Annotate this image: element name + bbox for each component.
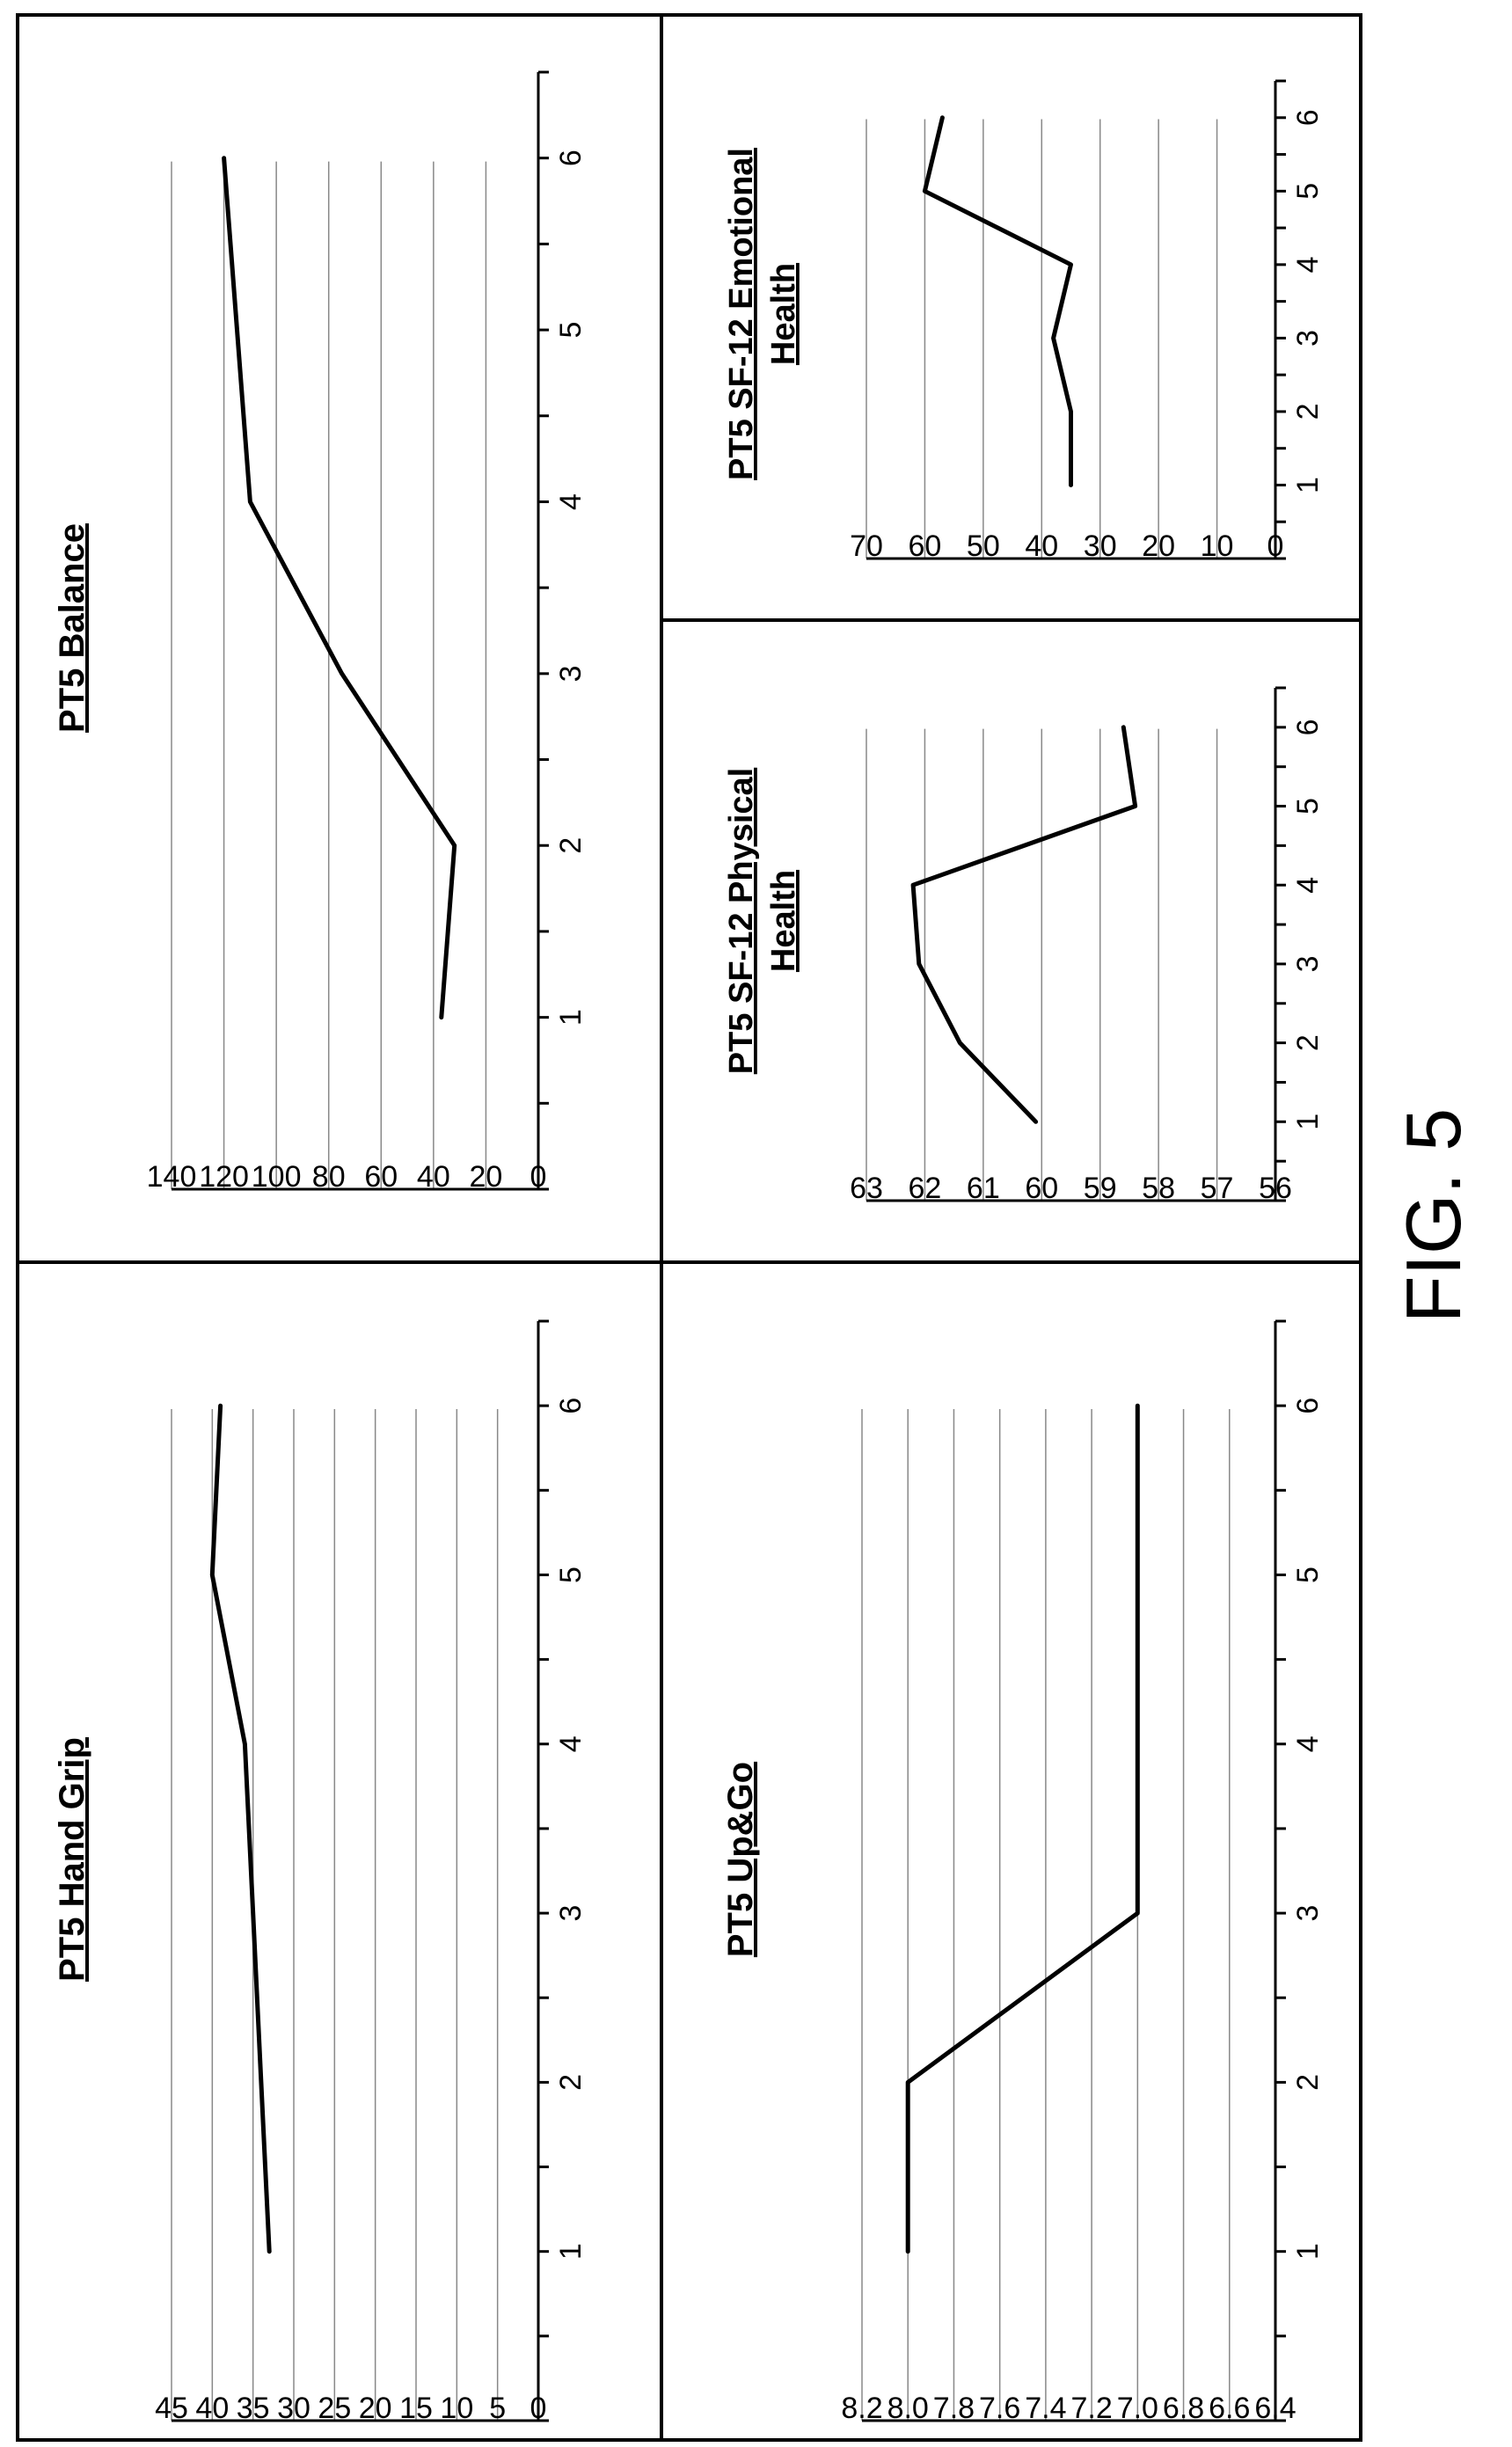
hand-grip-title: PT5 Hand Grip xyxy=(53,1737,91,1982)
hand-grip-chart: 051015202530354045123456PT5 Hand Grip xyxy=(53,1319,588,2425)
hand-grip-xtick-label: 2 xyxy=(554,2074,588,2091)
sf12-physical-xtick-label: 6 xyxy=(1291,719,1325,735)
up-go-xtick-label: 3 xyxy=(1291,1905,1325,1922)
balance-xtick-label: 1 xyxy=(554,1009,588,1026)
hand-grip-xtick-label: 5 xyxy=(554,1567,588,1583)
balance-xtick-label: 6 xyxy=(554,150,588,166)
up-go-series-line xyxy=(905,1403,1140,2254)
up-go-chart: 6.46.66.87.07.27.47.67.88.08.2123456PT5 … xyxy=(721,1319,1325,2425)
sf12-emotional-xtick-label: 4 xyxy=(1291,256,1325,273)
hand-grip-xtick-label: 3 xyxy=(554,1905,588,1922)
sf12-emotional-series-line xyxy=(922,115,1073,487)
sf12-emotional-title: Health xyxy=(765,263,802,365)
sf12-emotional-title: PT5 SF-12 Emotional xyxy=(723,148,760,480)
sf12-emotional-xtick-label: 6 xyxy=(1291,109,1325,126)
sf12-emotional-xtick-label: 3 xyxy=(1291,330,1325,347)
up-go-xtick-label: 1 xyxy=(1291,2243,1325,2260)
up-go-xtick-label: 6 xyxy=(1291,1398,1325,1414)
sf12-physical-xtick-label: 3 xyxy=(1291,955,1325,972)
balance-xtick-label: 4 xyxy=(554,493,588,510)
hand-grip-xtick-label: 1 xyxy=(554,2243,588,2260)
sf12-physical-xtick-label: 5 xyxy=(1291,798,1325,814)
up-go-xtick-label: 4 xyxy=(1291,1735,1325,1752)
balance-xtick-label: 5 xyxy=(554,322,588,339)
up-go-xtick-label: 5 xyxy=(1291,1567,1325,1583)
hand-grip-xtick-label: 4 xyxy=(554,1735,588,1752)
sf12-emotional-xtick-label: 5 xyxy=(1291,183,1325,200)
hand-grip-xtick-label: 6 xyxy=(554,1398,588,1414)
balance-chart: 020406080100120140123456PT5 Balance xyxy=(53,70,588,1194)
sf12-physical-xtick-label: 2 xyxy=(1291,1034,1325,1051)
sf12-emotional-xtick-label: 1 xyxy=(1291,477,1325,493)
hand-grip-ytick-label: 5 xyxy=(489,2392,506,2425)
balance-xtick-label: 3 xyxy=(554,665,588,682)
balance-title: PT5 Balance xyxy=(53,523,91,733)
sf12-physical-series-line xyxy=(910,725,1138,1124)
balance-xtick-label: 2 xyxy=(554,837,588,854)
figure-label: FIG. 5 xyxy=(1390,1108,1477,1324)
figure-frame xyxy=(16,13,1362,2442)
hand-grip-series-line xyxy=(209,1403,272,2254)
balance-series-line xyxy=(222,156,457,1020)
sf12-emotional-chart: 010203040506070123456PT5 SF-12 Emotional… xyxy=(723,79,1325,563)
up-go-xtick-label: 2 xyxy=(1291,2074,1325,2091)
sf12-emotional-xtick-label: 2 xyxy=(1291,403,1325,420)
up-go-title: PT5 Up&Go xyxy=(721,1762,760,1957)
sf12-physical-xtick-label: 1 xyxy=(1291,1114,1325,1130)
sf12-physical-title: Health xyxy=(765,870,802,972)
sf12-physical-title: PT5 SF-12 Physical xyxy=(723,768,760,1075)
sf12-physical-xtick-label: 4 xyxy=(1291,877,1325,894)
